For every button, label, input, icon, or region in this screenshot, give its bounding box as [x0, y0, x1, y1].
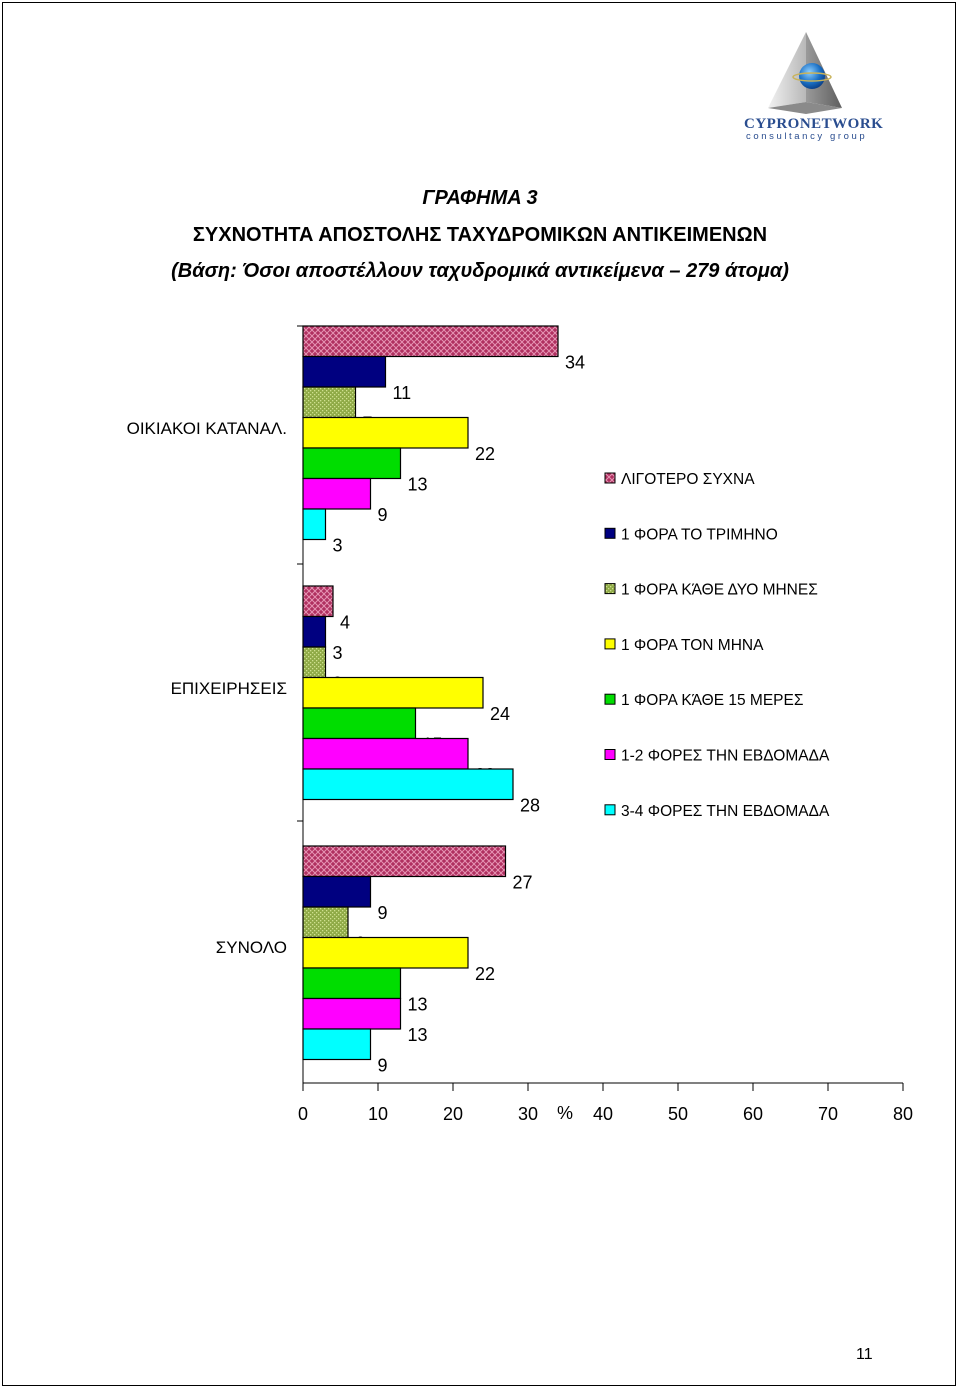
bar [302, 997, 402, 1030]
x-tick-label: 20 [443, 1104, 463, 1124]
x-tick-label: 10 [368, 1104, 388, 1124]
data-label: 24 [490, 704, 510, 724]
data-label: 13 [408, 1025, 428, 1045]
bar [302, 737, 469, 770]
data-label: 27 [513, 873, 533, 893]
category-label: ΕΠΙΧΕΙΡΗΣΕΙΣ [171, 679, 287, 698]
bar [302, 447, 402, 480]
x-tick-label: 40 [593, 1104, 613, 1124]
bar [302, 585, 334, 618]
legend-label: 1-2 ΦΟΡΕΣ ΤΗΝ ΕΒΔΟΜΑΔΑ [621, 748, 830, 765]
category-label: ΟΙΚΙΑΚΟΙ ΚΑΤΑΝΑΛ. [127, 419, 287, 438]
legend-label: ΛΙΓΟΤΕΡΟ ΣΥΧΝΑ [621, 471, 755, 488]
legend-swatch [604, 583, 616, 595]
x-tick-label: 30 [518, 1104, 538, 1124]
page-number: 11 [856, 1346, 873, 1363]
legend-label: 1 ΦΟΡΑ ΚΆΘΕ ΔΥΟ ΜΗΝΕΣ [621, 582, 818, 599]
legend-swatch [604, 472, 616, 484]
bar [302, 845, 507, 878]
data-label: 11 [393, 383, 412, 403]
bar [302, 355, 387, 388]
bar [302, 936, 469, 969]
data-label: 22 [475, 444, 495, 464]
x-tick-label: 60 [743, 1104, 763, 1124]
bar [302, 646, 327, 679]
data-label: 9 [378, 1056, 388, 1076]
bar [302, 477, 372, 510]
data-label: 9 [378, 505, 388, 525]
data-label: 22 [475, 964, 495, 984]
legend-label: 1 ΦΟΡΑ ΤΟ ΤΡΙΜΗΝΟ [621, 526, 778, 543]
bar [302, 386, 357, 419]
bar [302, 416, 469, 449]
legend-label: 3-4 ΦΟΡΕΣ ΤΗΝ ΕΒΔΟΜΑΔΑ [621, 803, 830, 820]
category-label: ΣΥΝΟΛΟ [216, 938, 287, 957]
bar [302, 615, 327, 648]
logo-subtitle: consultancy group [746, 131, 868, 142]
x-tick-label: 0 [298, 1104, 308, 1124]
bar [302, 967, 402, 1000]
legend-swatch [604, 638, 616, 650]
chart-subtitle: (Βάση: Όσοι αποστέλλουν ταχυδρομικά αντι… [171, 260, 789, 282]
bar [302, 325, 559, 358]
data-label: 13 [408, 475, 428, 495]
data-label: 13 [408, 995, 428, 1015]
data-label: 4 [340, 613, 350, 633]
chart-number: ΓΡΑΦΗΜΑ 3 [422, 187, 538, 209]
bar [302, 508, 327, 541]
x-tick-label: 80 [893, 1104, 913, 1124]
bar [302, 906, 349, 939]
legend-swatch [604, 749, 616, 760]
legend-label: 1 ΦΟΡΑ ΤΟΝ ΜΗΝΑ [621, 637, 764, 654]
bar [302, 875, 372, 908]
x-tick-label: 70 [818, 1104, 838, 1124]
chart-title: ΣΥΧΝΟΤΗΤΑ ΑΠΟΣΤΟΛΗΣ ΤΑΧΥΔΡΟΜΙΚΩΝ ΑΝΤΙΚΕΙ… [192, 224, 768, 246]
data-label: 9 [378, 903, 388, 923]
legend-swatch [604, 527, 616, 539]
company-logo [768, 32, 842, 114]
data-label: 3 [333, 536, 343, 556]
bar [302, 768, 514, 801]
legend-label: 1 ΦΟΡΑ ΚΆΘΕ 15 ΜΕΡΕΣ [621, 692, 803, 709]
logo-name: CYPRONETWORK [744, 116, 884, 132]
x-axis-label: % [557, 1103, 573, 1123]
bar [302, 676, 484, 709]
data-label: 3 [333, 643, 343, 663]
legend-swatch [604, 804, 616, 816]
data-label: 28 [520, 796, 540, 816]
legend-swatch [604, 693, 616, 705]
bar [302, 707, 417, 740]
x-tick-label: 50 [668, 1104, 688, 1124]
data-label: 34 [565, 353, 585, 373]
bar [302, 1028, 372, 1061]
